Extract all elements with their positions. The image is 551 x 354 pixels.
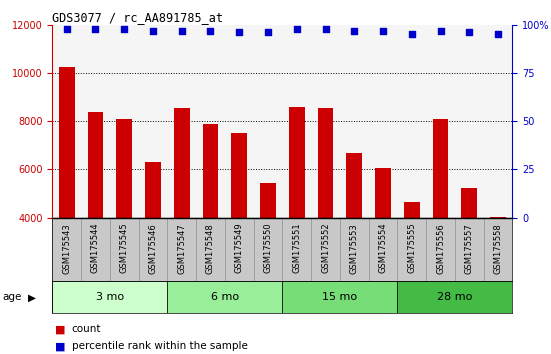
Point [62, 26, 71, 32]
Bar [347, 153, 362, 218]
Point [436, 28, 445, 33]
Bar [52, 281, 168, 313]
Text: count: count [72, 324, 101, 334]
Bar [404, 202, 420, 218]
Text: GSM175544: GSM175544 [91, 223, 100, 273]
Point [321, 26, 330, 32]
Bar [203, 124, 218, 218]
Point [91, 26, 100, 32]
Text: GSM175554: GSM175554 [379, 223, 387, 273]
Text: percentile rank within the sample: percentile rank within the sample [72, 341, 247, 351]
Point [407, 32, 416, 37]
Text: 15 mo: 15 mo [322, 292, 358, 302]
Text: GSM175555: GSM175555 [407, 223, 417, 273]
Bar [88, 112, 104, 218]
Bar [461, 188, 477, 218]
Bar [231, 133, 247, 218]
Text: GSM175552: GSM175552 [321, 223, 330, 273]
Text: GSM175557: GSM175557 [465, 223, 474, 274]
Bar [116, 119, 132, 218]
Text: GSM175551: GSM175551 [292, 223, 301, 273]
Text: 28 mo: 28 mo [437, 292, 473, 302]
Text: GSM175556: GSM175556 [436, 223, 445, 274]
Text: GSM175550: GSM175550 [263, 223, 273, 273]
Point [120, 26, 128, 32]
Text: 3 mo: 3 mo [96, 292, 124, 302]
Bar [145, 162, 161, 218]
Bar [375, 168, 391, 218]
Point [177, 28, 186, 33]
Point [149, 28, 158, 33]
Point [494, 32, 503, 37]
Text: age: age [3, 292, 22, 302]
Point [465, 30, 474, 35]
Point [379, 28, 387, 33]
Point [206, 28, 215, 33]
Text: 6 mo: 6 mo [211, 292, 239, 302]
Text: GSM175545: GSM175545 [120, 223, 129, 273]
Text: GSM175553: GSM175553 [350, 223, 359, 274]
Bar [433, 119, 449, 218]
Text: GSM175558: GSM175558 [494, 223, 503, 274]
Text: GSM175546: GSM175546 [148, 223, 158, 274]
Bar [168, 281, 282, 313]
Text: GSM175547: GSM175547 [177, 223, 186, 274]
Text: ■: ■ [55, 324, 66, 334]
Bar [59, 67, 74, 218]
Text: GDS3077 / rc_AA891785_at: GDS3077 / rc_AA891785_at [52, 11, 223, 24]
Point [235, 30, 244, 35]
Point [293, 26, 301, 32]
Bar [317, 108, 333, 218]
Text: ■: ■ [55, 341, 66, 351]
Bar [397, 281, 512, 313]
Text: ▶: ▶ [28, 292, 36, 302]
Bar [260, 183, 276, 218]
Point [350, 28, 359, 33]
Bar [490, 217, 506, 218]
Bar [282, 281, 397, 313]
Bar [174, 108, 190, 218]
Bar [289, 107, 305, 218]
Text: GSM175543: GSM175543 [62, 223, 71, 274]
Text: GSM175549: GSM175549 [235, 223, 244, 273]
Text: GSM175548: GSM175548 [206, 223, 215, 274]
Point [263, 30, 272, 35]
